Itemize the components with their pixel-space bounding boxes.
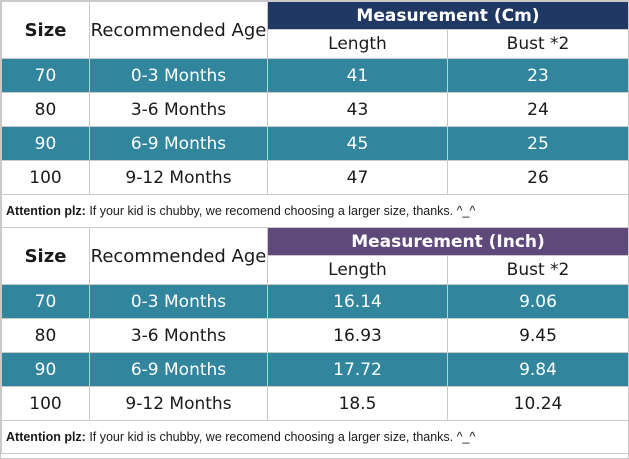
age-cell: 6-9 Months bbox=[89, 126, 268, 161]
length-cell: 45 bbox=[267, 126, 448, 161]
table-row: 70 0-3 Months 16.14 9.06 bbox=[1, 284, 629, 319]
table-row: 90 6-9 Months 45 25 bbox=[1, 126, 629, 161]
bust-column-header: Bust *2 bbox=[447, 29, 629, 59]
table-row: 90 6-9 Months 17.72 9.84 bbox=[1, 352, 629, 387]
age-cell: 6-9 Months bbox=[89, 352, 268, 387]
inch-header-row: Size Recommended Age Measurement (Inch) bbox=[1, 227, 629, 285]
attention-text: If your kid is chubby, we recomend choos… bbox=[85, 430, 476, 444]
bust-cell: 26 bbox=[447, 160, 629, 195]
size-cell: 80 bbox=[1, 92, 90, 127]
age-column-header: Recommended Age bbox=[89, 227, 268, 285]
length-cell: 18.5 bbox=[267, 386, 448, 421]
length-cell: 17.72 bbox=[267, 352, 448, 387]
bust-cell: 24 bbox=[447, 92, 629, 127]
age-cell: 3-6 Months bbox=[89, 318, 268, 353]
note-row: Attention plz: If your kid is chubby, we… bbox=[1, 194, 629, 228]
table-row: 70 0-3 Months 41 23 bbox=[1, 58, 629, 93]
measurement-cm-header: Measurement (Cm) bbox=[267, 1, 629, 30]
size-cell: 80 bbox=[1, 318, 90, 353]
table-row: 80 3-6 Months 43 24 bbox=[1, 92, 629, 127]
size-cell: 100 bbox=[1, 160, 90, 195]
length-cell: 16.14 bbox=[267, 284, 448, 319]
age-cell: 9-12 Months bbox=[89, 386, 268, 421]
bust-cell: 9.45 bbox=[447, 318, 629, 353]
size-cell: 70 bbox=[1, 58, 90, 93]
attention-note: Attention plz: If your kid is chubby, we… bbox=[1, 194, 629, 228]
cm-header-row: Size Recommended Age Measurement (Cm) bbox=[1, 1, 629, 59]
age-cell: 0-3 Months bbox=[89, 284, 268, 319]
length-cell: 43 bbox=[267, 92, 448, 127]
attention-note: Attention plz: If your kid is chubby, we… bbox=[1, 420, 629, 454]
bust-cell: 23 bbox=[447, 58, 629, 93]
attention-label: Attention plz: bbox=[6, 430, 86, 444]
size-column-header: Size bbox=[1, 227, 90, 285]
age-column-header: Recommended Age bbox=[89, 1, 268, 59]
size-cell: 90 bbox=[1, 352, 90, 387]
table-row: 100 9-12 Months 18.5 10.24 bbox=[1, 386, 629, 421]
size-cell: 100 bbox=[1, 386, 90, 421]
bust-cell: 9.84 bbox=[447, 352, 629, 387]
length-column-header: Length bbox=[267, 255, 448, 285]
note-row: Attention plz: If your kid is chubby, we… bbox=[1, 420, 629, 454]
inch-subheader-row: Length Bust *2 bbox=[2, 255, 629, 285]
length-column-header: Length bbox=[267, 29, 448, 59]
age-cell: 9-12 Months bbox=[89, 160, 268, 195]
attention-text: If your kid is chubby, we recomend choos… bbox=[85, 204, 476, 218]
table-row: 100 9-12 Months 47 26 bbox=[1, 160, 629, 195]
size-cell: 90 bbox=[1, 126, 90, 161]
length-cell: 47 bbox=[267, 160, 448, 195]
age-cell: 3-6 Months bbox=[89, 92, 268, 127]
measurement-inch-header: Measurement (Inch) bbox=[267, 227, 629, 256]
bust-cell: 9.06 bbox=[447, 284, 629, 319]
length-cell: 41 bbox=[267, 58, 448, 93]
cm-subheader-row: Length Bust *2 bbox=[2, 29, 629, 59]
bust-cell: 10.24 bbox=[447, 386, 629, 421]
bust-column-header: Bust *2 bbox=[447, 255, 629, 285]
age-cell: 0-3 Months bbox=[89, 58, 268, 93]
bust-cell: 25 bbox=[447, 126, 629, 161]
length-cell: 16.93 bbox=[267, 318, 448, 353]
attention-label: Attention plz: bbox=[6, 204, 86, 218]
size-column-header: Size bbox=[1, 1, 90, 59]
size-cell: 70 bbox=[1, 284, 90, 319]
table-row: 80 3-6 Months 16.93 9.45 bbox=[1, 318, 629, 353]
